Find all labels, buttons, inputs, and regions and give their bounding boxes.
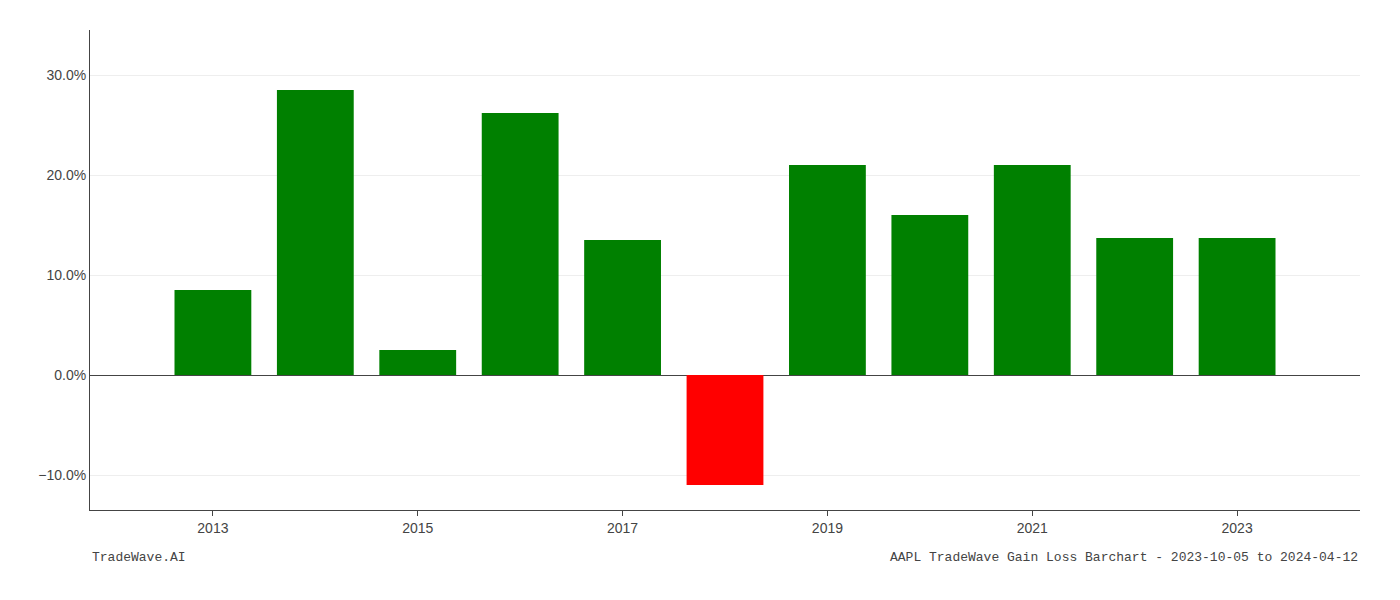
svg-text:2017: 2017 xyxy=(607,520,638,536)
svg-text:0.0%: 0.0% xyxy=(54,367,86,383)
svg-text:2013: 2013 xyxy=(197,520,228,536)
svg-text:10.0%: 10.0% xyxy=(46,267,86,283)
svg-text:TradeWave.AI: TradeWave.AI xyxy=(92,550,186,565)
svg-text:20.0%: 20.0% xyxy=(46,167,86,183)
svg-text:2021: 2021 xyxy=(1017,520,1048,536)
svg-text:AAPL TradeWave Gain Loss Barch: AAPL TradeWave Gain Loss Barchart - 2023… xyxy=(890,550,1358,565)
svg-text:2019: 2019 xyxy=(812,520,843,536)
svg-text:2023: 2023 xyxy=(1222,520,1253,536)
svg-text:−10.0%: −10.0% xyxy=(38,467,86,483)
svg-text:30.0%: 30.0% xyxy=(46,67,86,83)
svg-text:2015: 2015 xyxy=(402,520,433,536)
